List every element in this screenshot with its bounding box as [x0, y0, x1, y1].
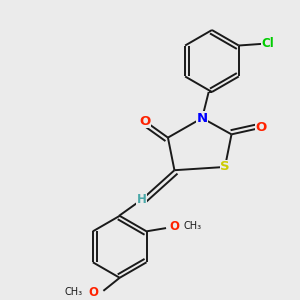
- Text: N: N: [196, 112, 208, 124]
- Text: CH₃: CH₃: [184, 221, 202, 231]
- Text: O: O: [88, 286, 99, 299]
- Text: S: S: [220, 160, 230, 173]
- Text: O: O: [140, 115, 151, 128]
- Text: Cl: Cl: [262, 38, 275, 50]
- Text: H: H: [137, 193, 147, 206]
- Text: O: O: [255, 121, 266, 134]
- Text: CH₃: CH₃: [64, 287, 82, 298]
- Text: O: O: [169, 220, 179, 233]
